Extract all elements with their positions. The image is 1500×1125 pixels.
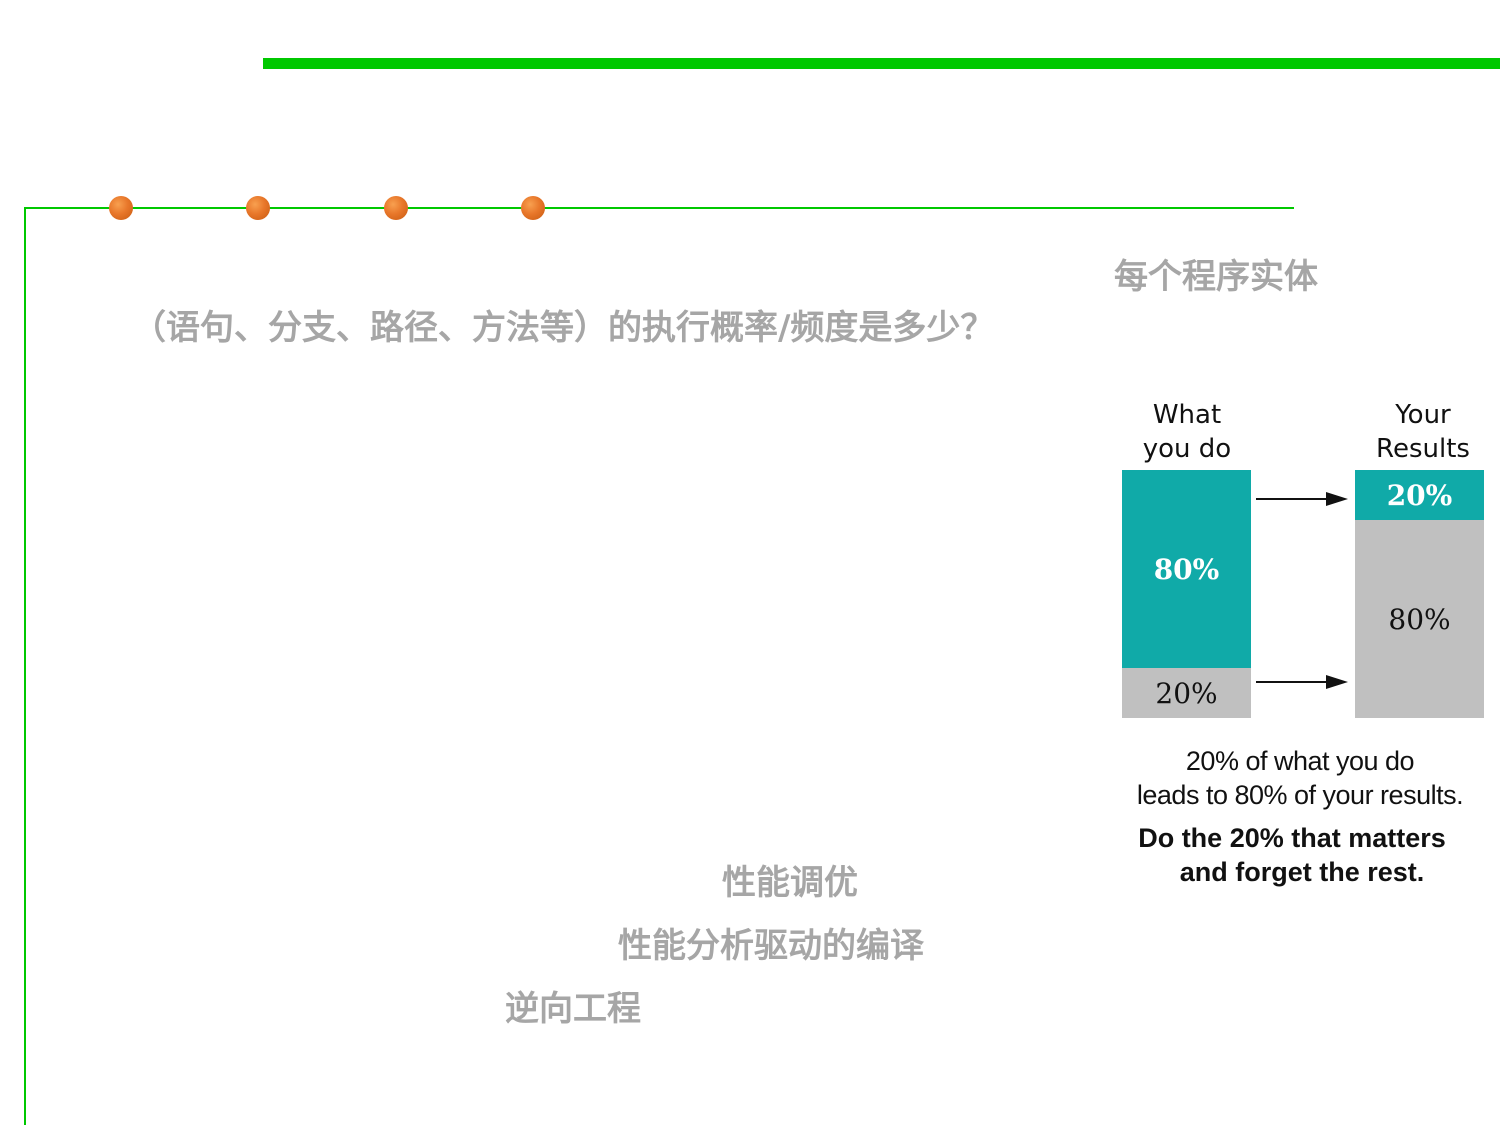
left-header-line-2: you do xyxy=(1142,434,1232,464)
right-header-line-1: Your xyxy=(1395,400,1451,430)
right-bar-top-label: 20% xyxy=(1386,478,1453,512)
bullet-dot-1 xyxy=(109,196,133,220)
question-line-2: （语句、分支、路径、方法等）的执行概率/频度是多少？ xyxy=(132,308,995,348)
top-accent-bar xyxy=(263,58,1500,69)
right-header-line-2: Results xyxy=(1376,434,1470,464)
upper-arrow-head-icon xyxy=(1326,492,1348,506)
right-bar-bottom-segment: 80% xyxy=(1355,520,1484,718)
lower-arrow-head-icon xyxy=(1326,675,1348,689)
left-bar-bottom-label: 20% xyxy=(1155,676,1218,710)
right-bar-bottom-label: 80% xyxy=(1388,602,1451,636)
bullet-dot-3 xyxy=(384,196,408,220)
right-bar-header: Your Results xyxy=(1355,398,1491,466)
upper-arrow-line xyxy=(1256,498,1328,500)
left-bar-header: What you do xyxy=(1122,398,1252,466)
application-item-2: 性能分析驱动的编译 xyxy=(618,926,924,966)
left-bar-top-label: 80% xyxy=(1153,552,1220,586)
right-bar-top-segment: 20% xyxy=(1355,470,1484,520)
left-header-line-1: What xyxy=(1152,400,1222,430)
caption-line-1: 20% of what you do xyxy=(1185,746,1415,776)
bullet-dot-2 xyxy=(246,196,270,220)
caption-line-2: leads to 80% of your results. xyxy=(1136,780,1464,810)
application-item-1: 性能调优 xyxy=(722,863,858,903)
frame-vertical-line xyxy=(24,207,26,1125)
bold-caption-line-2: and forget the rest. xyxy=(1179,857,1425,887)
left-bar-bottom-segment: 20% xyxy=(1122,668,1251,718)
left-bar-top-segment: 80% xyxy=(1122,470,1251,668)
frame-horizontal-line xyxy=(24,207,1294,209)
bold-caption-line-1: Do the 20% that matters xyxy=(1138,823,1446,853)
bullet-dot-4 xyxy=(521,196,545,220)
application-item-3: 逆向工程 xyxy=(505,989,641,1029)
question-line-1: 每个程序实体 xyxy=(1114,257,1318,297)
lower-arrow-line xyxy=(1256,681,1328,683)
